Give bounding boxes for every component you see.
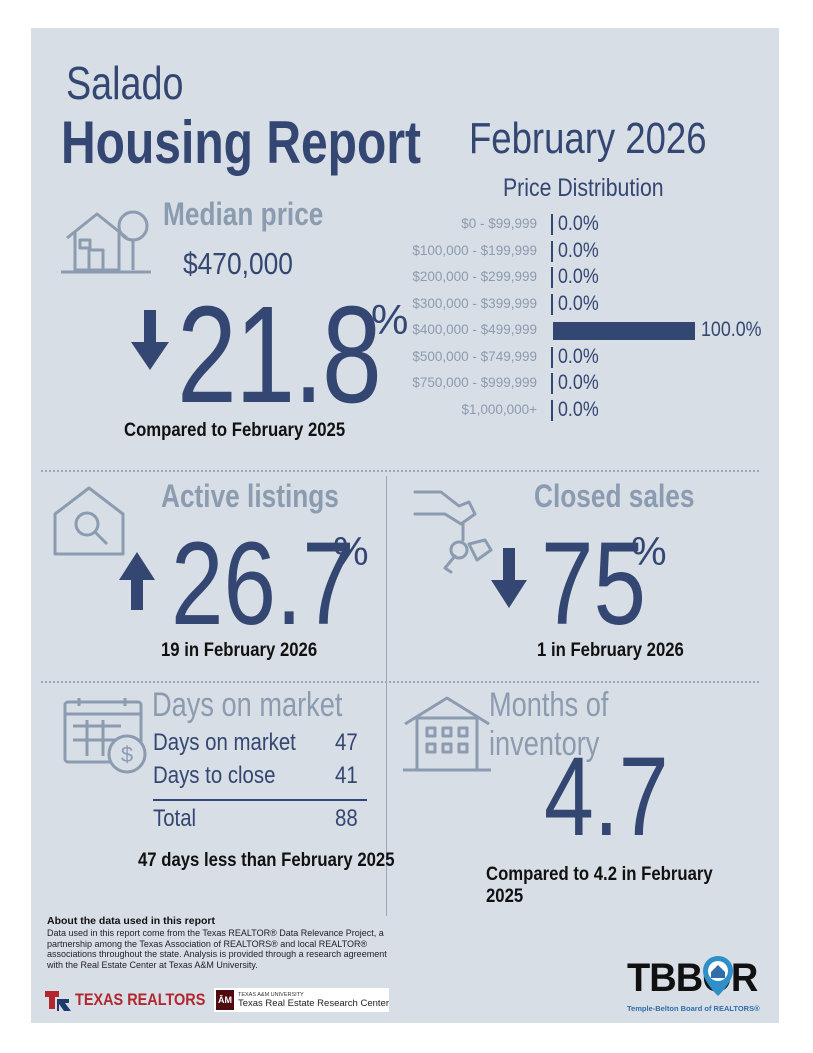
price-range-label: $300,000 - $399,999 bbox=[412, 295, 537, 311]
price-range-percent: 0.0% bbox=[558, 397, 599, 421]
dom-row-value: 47 bbox=[335, 729, 358, 756]
median-price-percent-sign: % bbox=[371, 296, 409, 343]
arrow-up-icon bbox=[119, 552, 155, 610]
days-on-market-label: Days on market bbox=[152, 686, 343, 724]
price-distribution-row: $0 - $99,999 0.0% bbox=[371, 212, 771, 238]
hand-keys-icon bbox=[413, 490, 493, 574]
apartment-building-icon bbox=[403, 696, 491, 772]
price-range-axis bbox=[551, 240, 553, 262]
price-range-axis bbox=[551, 373, 553, 394]
price-range-percent: 0.0% bbox=[558, 212, 599, 235]
divider-middle bbox=[41, 681, 759, 683]
price-distribution-row: $300,000 - $399,999 0.0% bbox=[371, 292, 771, 318]
dom-total-rule bbox=[153, 799, 367, 801]
dom-total-value: 88 bbox=[335, 805, 358, 832]
dom-total-label: Total bbox=[153, 805, 197, 832]
closed-sales-change: 75 bbox=[541, 518, 647, 650]
price-range-axis bbox=[551, 293, 553, 315]
price-range-axis bbox=[551, 346, 553, 368]
price-distribution-title: Price Distribution bbox=[503, 174, 664, 202]
location-pin-house-icon bbox=[703, 956, 733, 996]
price-range-percent: 100.0% bbox=[701, 318, 762, 341]
price-range-label: $500,000 - $749,999 bbox=[412, 348, 537, 364]
price-range-label: $100,000 - $199,999 bbox=[412, 242, 537, 258]
house-tree-icon bbox=[61, 210, 151, 274]
price-range-percent: 0.0% bbox=[558, 291, 599, 315]
tbbor-subtitle: Temple-Belton Board of REALTORS® bbox=[627, 1004, 760, 1013]
research-center-name: Texas Real Estate Research Center bbox=[237, 997, 389, 1009]
price-range-bar bbox=[553, 322, 695, 340]
divider-top bbox=[41, 470, 759, 472]
closed-sales-percent-sign: % bbox=[631, 530, 667, 574]
median-price-comparison: Compared to February 2025 bbox=[124, 420, 346, 441]
price-range-label: $400,000 - $499,999 bbox=[412, 322, 537, 337]
median-price-label: Median price bbox=[163, 196, 324, 232]
median-price-value: $470,000 bbox=[183, 246, 293, 281]
calendar-dollar-icon: $ bbox=[63, 698, 147, 774]
active-listings-change: 26.7 bbox=[171, 518, 355, 650]
report-month: February 2026 bbox=[469, 114, 707, 163]
about-data-title: About the data used in this report bbox=[47, 915, 216, 927]
real-estate-center-logo: ĀM TEXAS A&M UNIVERSITY Texas Real Estat… bbox=[214, 988, 389, 1012]
price-range-axis bbox=[551, 399, 553, 421]
tbbor-logo: TBBOR Temple-Belton Board of REALTORS® bbox=[627, 956, 773, 1016]
dom-row-label: Days to close bbox=[153, 762, 276, 789]
svg-text:$: $ bbox=[121, 742, 133, 767]
report-title: Housing Report bbox=[61, 109, 421, 176]
texas-realtors-logo: TEXAS REALTORS bbox=[45, 988, 228, 1012]
price-distribution-row: $400,000 - $499,999 100.0% bbox=[371, 318, 771, 344]
price-distribution-row: $100,000 - $199,999 0.0% bbox=[371, 239, 771, 265]
price-range-label: $750,000 - $999,999 bbox=[412, 375, 537, 390]
arrow-down-icon bbox=[131, 310, 169, 370]
price-range-percent: 0.0% bbox=[558, 265, 599, 288]
months-of-inventory-label: Months of inventory bbox=[489, 686, 609, 763]
price-range-axis bbox=[551, 214, 553, 235]
closed-sales-label: Closed sales bbox=[534, 478, 695, 514]
active-listings-percent-sign: % bbox=[333, 530, 369, 574]
price-distribution-row: $750,000 - $999,999 0.0% bbox=[371, 371, 771, 397]
median-price-change: 21.8 bbox=[177, 278, 382, 432]
months-of-inventory-value: 4.7 bbox=[544, 734, 669, 859]
price-distribution-row: $500,000 - $749,999 0.0% bbox=[371, 345, 771, 371]
dom-row-value: 41 bbox=[335, 762, 358, 789]
price-distribution-row: $1,000,000+ 0.0% bbox=[371, 398, 771, 424]
days-on-market-note: 47 days less than February 2025 bbox=[138, 850, 395, 871]
tamu-name: TEXAS A&M UNIVERSITY bbox=[237, 991, 304, 998]
price-distribution-row: $200,000 - $299,999 0.0% bbox=[371, 265, 771, 291]
texas-realtors-wordmark: TEXAS REALTORS bbox=[75, 990, 206, 1009]
closed-sales-note: 1 in February 2026 bbox=[537, 640, 684, 661]
price-range-axis bbox=[551, 267, 553, 288]
report-sheet: Salado Housing Report February 2026 Pric… bbox=[31, 28, 779, 1023]
texas-realtors-mark-icon bbox=[45, 991, 71, 1011]
city-name: Salado bbox=[66, 57, 184, 109]
arrow-down-icon bbox=[491, 548, 527, 608]
dom-row-label: Days on market bbox=[153, 729, 296, 756]
price-range-label: $200,000 - $299,999 bbox=[412, 269, 537, 284]
tbbor-wordmark: TBBOR bbox=[627, 956, 758, 1000]
price-range-label: $0 - $99,999 bbox=[461, 216, 537, 231]
house-search-icon bbox=[53, 486, 125, 556]
price-range-percent: 0.0% bbox=[558, 344, 599, 368]
about-data-body: Data used in this report come from the T… bbox=[47, 928, 387, 970]
active-listings-note: 19 in February 2026 bbox=[161, 640, 318, 661]
price-range-percent: 0.0% bbox=[558, 371, 599, 394]
months-of-inventory-note: Compared to 4.2 in February 2025 bbox=[486, 864, 713, 907]
tamu-mark-icon: ĀM bbox=[216, 990, 234, 1010]
price-range-percent: 0.0% bbox=[558, 238, 599, 262]
divider-vertical bbox=[386, 476, 387, 916]
price-range-label: $1,000,000+ bbox=[461, 401, 537, 417]
active-listings-label: Active listings bbox=[161, 478, 339, 514]
